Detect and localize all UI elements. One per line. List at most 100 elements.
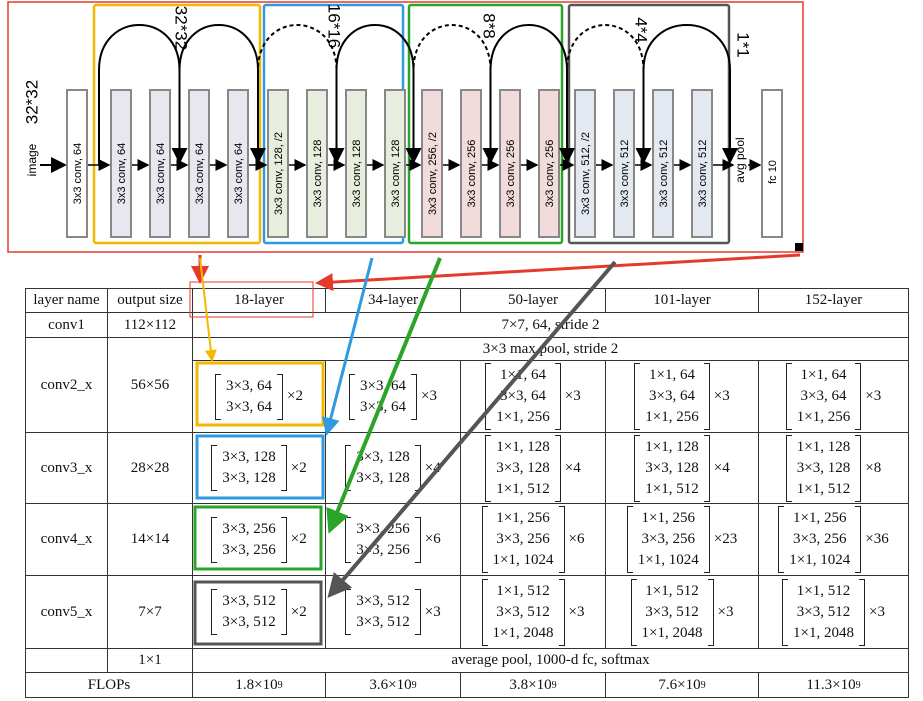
output-size: 14×14 bbox=[107, 503, 193, 576]
block-line: 1×1, 64 bbox=[649, 367, 695, 383]
block-repeat: ×3 bbox=[421, 388, 437, 404]
layer bbox=[149, 89, 171, 238]
block-repeat: ×2 bbox=[290, 459, 307, 476]
block-cell: 1×1, 512 3×3, 512 1×1, 2048 ×3 bbox=[605, 575, 759, 649]
block-line: 1×1, 1024 bbox=[637, 552, 699, 568]
block-cell: 3×3, 256 3×3, 256 ×2 bbox=[192, 503, 326, 576]
block: 1×1, 64 3×3, 64 1×1, 256 ×3 bbox=[485, 363, 581, 430]
header-text: 152-layer bbox=[804, 292, 863, 308]
pool-size: 1*1 bbox=[734, 32, 753, 58]
group-size: 16*16 bbox=[325, 4, 344, 48]
block-cell: 3×3, 64 3×3, 64 ×3 bbox=[325, 360, 461, 433]
block: 3×3, 256 3×3, 256 ×6 bbox=[345, 516, 441, 563]
block-line: 3×3, 512 bbox=[496, 603, 550, 620]
flops-cell: 1.8×10 9 bbox=[192, 672, 326, 698]
block-cell: 1×1, 256 3×3, 256 1×1, 1024 ×23 bbox=[605, 503, 759, 576]
block-cell: 3×3, 512 3×3, 512 ×2 bbox=[192, 575, 326, 649]
header-text: 18-layer bbox=[234, 292, 284, 308]
block: 3×3, 64 3×3, 64 ×2 bbox=[215, 373, 303, 420]
block-repeat: ×2 bbox=[287, 388, 303, 404]
output-size-text: 7×7 bbox=[138, 603, 162, 620]
block-line: 3×3, 64 bbox=[360, 377, 406, 394]
flops-base: 7.6×10 bbox=[658, 676, 701, 693]
output-size: 1×1 bbox=[107, 648, 193, 673]
row-name: FLOPs bbox=[25, 672, 193, 698]
block-line: 3×3, 512 bbox=[356, 593, 410, 609]
flops-cell: 3.6×10 9 bbox=[325, 672, 461, 698]
block-line: 3×3, 64 bbox=[226, 398, 272, 415]
bracket: 1×1, 128 3×3, 128 1×1, 512 bbox=[634, 434, 710, 502]
row-name-text: FLOPs bbox=[87, 676, 131, 693]
block-line: 1×1, 1024 bbox=[789, 552, 851, 568]
row-name-text: conv3_x bbox=[40, 459, 93, 476]
block-line: 3×3, 128 bbox=[222, 449, 276, 465]
skip-connection bbox=[335, 24, 422, 165]
layer bbox=[66, 89, 88, 238]
fc-layer bbox=[761, 89, 783, 238]
layer bbox=[421, 89, 443, 238]
layer bbox=[652, 89, 674, 238]
layer-label: 3x3 conv, 256 bbox=[505, 140, 517, 208]
block-repeat: ×3 bbox=[424, 603, 441, 620]
header-text: output size bbox=[117, 292, 183, 308]
block-cell: 3×3, 512 3×3, 512 ×3 bbox=[325, 575, 461, 649]
block-repeat: ×3 bbox=[564, 388, 581, 404]
layer bbox=[613, 89, 635, 238]
block-line: 3×3, 256 bbox=[641, 531, 695, 547]
block-line: 3×3, 128 bbox=[796, 459, 851, 476]
block-line: 3×3, 256 bbox=[793, 531, 847, 547]
bracket: 1×1, 128 3×3, 128 1×1, 512 bbox=[785, 434, 862, 502]
block-line: 3×3, 256 bbox=[496, 531, 550, 547]
block-line: 1×1, 512 bbox=[796, 582, 851, 599]
block-line: 1×1, 512 bbox=[645, 582, 699, 599]
layer bbox=[306, 89, 328, 238]
layer-label: 3x3 conv, 256 bbox=[466, 140, 478, 208]
block-line: 3×3, 128 bbox=[356, 449, 410, 465]
block: 1×1, 128 3×3, 128 1×1, 512 ×8 bbox=[785, 434, 881, 502]
header-cell: 50-layer bbox=[460, 288, 606, 313]
header-cell: 152-layer bbox=[758, 288, 909, 313]
layer bbox=[188, 89, 210, 238]
block-line: 3×3, 64 bbox=[226, 377, 272, 394]
fc-label: fc 10 bbox=[767, 160, 779, 184]
block-line: 3×3, 128 bbox=[356, 470, 410, 486]
spec-cell: 7×7, 64, stride 2 bbox=[192, 312, 909, 338]
block-line: 1×1, 2048 bbox=[641, 624, 703, 641]
row-name: conv3_x bbox=[25, 432, 108, 504]
block-line: 3×3, 64 bbox=[649, 388, 695, 404]
skip-connection bbox=[257, 24, 345, 165]
block-line: 3×3, 128 bbox=[645, 459, 699, 476]
block: 3×3, 512 3×3, 512 ×3 bbox=[345, 589, 441, 635]
spec-cell: average pool, 1000-d fc, softmax bbox=[192, 648, 909, 673]
flops-base: 11.3×10 bbox=[806, 676, 856, 693]
layer bbox=[110, 89, 132, 238]
bracket: 1×1, 256 3×3, 256 1×1, 1024 bbox=[626, 506, 710, 573]
row-name: conv5_x bbox=[25, 575, 108, 649]
block-cell: 1×1, 64 3×3, 64 1×1, 256 ×3 bbox=[758, 360, 909, 433]
layer-label: 3x3 conv, 256, /2 bbox=[427, 132, 439, 215]
spec-text: 7×7, 64, stride 2 bbox=[501, 316, 600, 333]
layer-label: 3x3 conv, 512, /2 bbox=[580, 132, 592, 215]
bracket: 3×3, 128 3×3, 128 bbox=[345, 445, 421, 491]
block-cell: 1×1, 128 3×3, 128 1×1, 512 ×8 bbox=[758, 432, 909, 504]
bracket: 3×3, 64 3×3, 64 bbox=[349, 373, 417, 420]
block-line: 3×3, 64 bbox=[500, 388, 546, 404]
layer-label: 3x3 conv, 64 bbox=[155, 143, 167, 205]
group-box bbox=[92, 3, 262, 245]
flops-exp: 9 bbox=[700, 679, 706, 691]
block: 1×1, 512 3×3, 512 1×1, 2048 ×3 bbox=[481, 578, 584, 646]
block-line: 3×3, 128 bbox=[222, 470, 276, 486]
block-repeat: ×6 bbox=[424, 531, 441, 547]
output-size-text: 28×28 bbox=[130, 459, 170, 476]
block-cell: 1×1, 256 3×3, 256 1×1, 1024 ×36 bbox=[758, 503, 909, 576]
layer-label: 3x3 conv, 128, /2 bbox=[273, 132, 285, 215]
input-size: 32*32 bbox=[22, 80, 41, 124]
row-name-text: conv4_x bbox=[40, 531, 93, 547]
skip-connection bbox=[642, 24, 738, 165]
spec-text: average pool, 1000-d fc, softmax bbox=[451, 652, 650, 668]
block-cell: 1×1, 64 3×3, 64 1×1, 256 ×3 bbox=[605, 360, 759, 433]
pool-cell: 3×3 max pool, stride 2 bbox=[192, 337, 909, 361]
header-cell: 18-layer bbox=[192, 288, 326, 313]
block-line: 1×1, 64 bbox=[500, 367, 546, 383]
